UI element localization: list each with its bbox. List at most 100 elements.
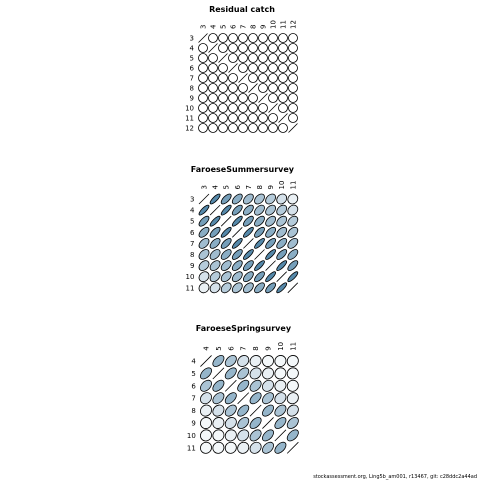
correlation-mark: [231, 282, 243, 294]
correlation-mark: [288, 83, 298, 93]
correlation-mark: [209, 260, 221, 271]
correlation-mark: [258, 63, 268, 73]
correlation-mark: [274, 441, 287, 454]
correlation-mark: [248, 53, 258, 63]
correlation-mark: [209, 193, 221, 205]
column-label: 10: [277, 342, 285, 351]
correlation-mark: [262, 404, 274, 417]
correlation-mark: [276, 271, 287, 282]
panel-title: FaroeseSpringsurvey: [196, 324, 292, 333]
correlation-mark: [287, 204, 299, 216]
correlation-mark: [237, 392, 250, 405]
correlation-mark: [208, 63, 218, 73]
correlation-mark: [274, 379, 287, 392]
correlation-mark: [208, 83, 218, 93]
row-label: 3: [190, 35, 194, 43]
correlation-mark: [237, 417, 250, 429]
correlation-mark: [231, 238, 243, 249]
correlation-mark: [231, 204, 243, 216]
column-label: 10: [270, 20, 278, 29]
correlation-mark: [276, 260, 288, 271]
correlation-mark: [254, 260, 265, 271]
correlation-mark: [286, 429, 299, 442]
correlation-mark: [228, 53, 238, 63]
correlation-mark: [198, 33, 208, 43]
correlation-mark: [212, 429, 225, 442]
row-label: 8: [190, 85, 194, 93]
correlation-mark: [220, 260, 232, 271]
correlation-mark: [274, 367, 287, 380]
correlation-mark: [268, 63, 278, 73]
correlation-mark: [200, 355, 212, 367]
correlation-mark: [286, 355, 299, 367]
correlation-mark: [231, 271, 243, 283]
row-label: 12: [185, 125, 194, 133]
correlation-mark: [198, 282, 210, 294]
correlation-mark: [238, 123, 248, 133]
correlation-mark: [228, 103, 238, 113]
correlation-mark: [198, 249, 210, 260]
correlation-mark: [231, 260, 243, 271]
correlation-mark: [278, 53, 288, 63]
correlation-mark: [268, 103, 278, 113]
correlation-mark: [274, 392, 287, 405]
correlation-mark: [212, 441, 225, 454]
correlation-mark: [238, 53, 248, 63]
correlation-mark: [286, 441, 299, 454]
row-label: 8: [190, 251, 194, 259]
column-label: 7: [245, 185, 253, 189]
correlation-mark: [274, 417, 287, 429]
correlation-mark: [258, 83, 268, 93]
correlation-mark: [212, 379, 225, 392]
correlation-mark: [248, 103, 258, 113]
correlation-mark: [198, 193, 210, 205]
correlation-mark: [228, 33, 238, 43]
column-label: 10: [278, 181, 286, 190]
correlation-mark: [274, 404, 287, 417]
column-label: 4: [210, 24, 218, 29]
correlation-mark: [198, 271, 210, 283]
correlation-mark: [200, 392, 212, 405]
correlation-mark: [248, 123, 258, 133]
correlation-mark: [243, 260, 254, 271]
row-label: 9: [190, 95, 194, 103]
correlation-mark: [288, 73, 298, 83]
row-label: 11: [187, 444, 196, 452]
correlation-mark: [238, 93, 248, 103]
correlation-mark: [200, 429, 212, 442]
correlation-mark: [287, 193, 299, 205]
row-label: 4: [190, 207, 195, 215]
correlation-mark: [265, 215, 276, 227]
correlation-mark: [248, 33, 258, 43]
correlation-mark: [265, 282, 276, 294]
row-label: 7: [191, 395, 195, 403]
correlation-mark: [243, 238, 254, 249]
correlation-mark: [288, 63, 298, 73]
column-label: 12: [290, 20, 298, 29]
correlation-mark: [209, 204, 221, 216]
column-label: 3: [200, 25, 208, 29]
correlation-mark: [218, 83, 228, 93]
correlation-mark: [218, 103, 228, 113]
correlation-mark: [208, 113, 218, 123]
row-label: 6: [190, 229, 195, 237]
row-label: 11: [185, 115, 194, 123]
column-label: 5: [220, 25, 228, 29]
column-label: 8: [250, 25, 258, 29]
correlation-mark: [212, 392, 225, 405]
correlation-mark: [287, 238, 299, 249]
correlation-mark: [198, 63, 208, 73]
correlation-mark: [198, 226, 210, 238]
correlation-mark: [224, 429, 237, 442]
column-label: 6: [227, 346, 235, 351]
correlation-mark: [209, 226, 221, 238]
column-label: 11: [289, 181, 297, 190]
correlation-mark: [220, 282, 232, 294]
correlation-mark: [265, 271, 276, 283]
correlation-mark: [218, 123, 228, 133]
correlation-mark: [254, 226, 265, 238]
correlation-mark: [268, 53, 278, 63]
correlation-mark: [237, 367, 250, 380]
panel-title: FaroeseSummersurvey: [191, 165, 295, 174]
correlation-mark: [254, 271, 265, 283]
